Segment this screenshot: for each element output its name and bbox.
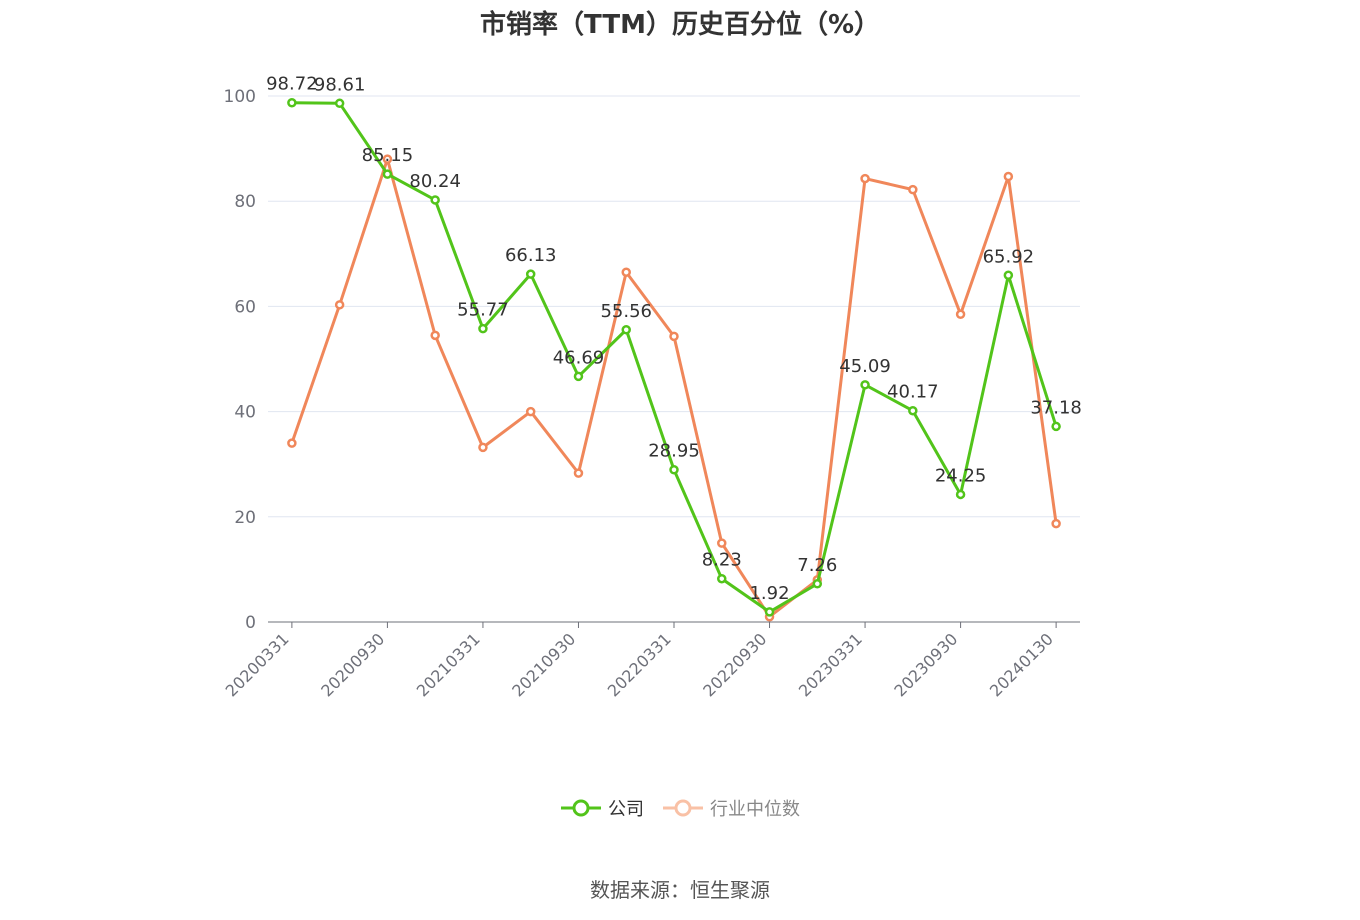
series-line xyxy=(291,101,1058,614)
x-tick-label: 20230930 xyxy=(890,629,961,700)
x-tick-label: 20210331 xyxy=(413,629,484,700)
data-point xyxy=(1003,270,1014,281)
data-point xyxy=(430,330,440,341)
x-tick-label: 20240130 xyxy=(986,629,1057,700)
data-label: 98.61 xyxy=(314,74,366,95)
data-point xyxy=(1051,518,1061,529)
y-tick-label: 40 xyxy=(234,403,256,423)
x-tick-label: 20230331 xyxy=(795,629,866,700)
data-point xyxy=(860,173,870,184)
data-label: 45.09 xyxy=(839,356,891,377)
data-point xyxy=(382,154,393,164)
data-label: 85.15 xyxy=(362,145,414,166)
chart-title: 市销率（TTM）历史百分位（%） xyxy=(480,10,880,40)
legend-label-company: 公司 xyxy=(608,799,644,820)
data-label: 1.92 xyxy=(749,583,789,604)
data-label: 7.26 xyxy=(797,555,837,576)
y-tick-label: 100 xyxy=(224,87,256,107)
data-point xyxy=(764,607,775,617)
data-label: 40.17 xyxy=(887,382,939,403)
legend-item-industry-median[interactable]: 行业中位数 xyxy=(662,795,800,821)
x-tick-label: 20200930 xyxy=(317,629,388,700)
x-tick-label: 20220331 xyxy=(604,629,675,700)
data-point xyxy=(812,579,823,589)
y-tick-label: 80 xyxy=(234,192,256,212)
legend-marker-company xyxy=(561,799,601,817)
data-label: 98.72 xyxy=(266,74,318,95)
legend-label-industry-median: 行业中位数 xyxy=(710,799,800,820)
data-point xyxy=(955,489,966,500)
data-point xyxy=(621,267,631,277)
data-label: 37.18 xyxy=(1030,397,1082,418)
data-label: 8.23 xyxy=(702,550,742,571)
data-point xyxy=(573,468,584,478)
series-industry-median xyxy=(287,154,1061,622)
data-point xyxy=(573,371,584,382)
data-source: 数据来源：恒生聚源 xyxy=(590,878,770,902)
data-point xyxy=(1003,171,1014,182)
line-chart: 0 20 40 60 80 100 20200331 20200930 20210331 2021… xyxy=(222,74,1082,701)
data-point xyxy=(478,323,488,334)
data-point xyxy=(908,184,918,195)
data-point xyxy=(430,195,440,205)
legend-marker-industry-median xyxy=(663,799,703,817)
data-label: 46.69 xyxy=(553,347,605,368)
y-tick-label: 20 xyxy=(234,508,256,528)
data-point xyxy=(669,331,679,342)
x-tick-label: 20200331 xyxy=(222,629,293,700)
data-point xyxy=(669,464,679,475)
x-tick-label: 20220930 xyxy=(699,629,770,700)
data-point xyxy=(717,573,727,584)
series-company xyxy=(287,97,1061,617)
data-label: 66.13 xyxy=(505,245,557,266)
data-label: 65.92 xyxy=(983,246,1035,267)
data-point xyxy=(334,98,345,109)
data-label: 80.24 xyxy=(409,171,461,192)
series-line xyxy=(290,157,1058,619)
data-point xyxy=(955,309,966,320)
y-tick-label: 60 xyxy=(234,297,256,317)
data-point xyxy=(525,269,536,279)
data-point xyxy=(908,405,918,416)
data-point xyxy=(1051,421,1061,432)
y-tick-label: 0 xyxy=(245,613,256,633)
data-label: 28.95 xyxy=(648,441,700,462)
data-point xyxy=(334,300,345,310)
data-point xyxy=(287,438,297,448)
data-point xyxy=(621,325,631,335)
data-point xyxy=(860,380,870,390)
data-point xyxy=(525,406,536,417)
x-tick-label: 20210930 xyxy=(508,629,579,700)
data-label: 55.56 xyxy=(600,301,652,322)
chart-legend: 公司 行业中位数 xyxy=(0,795,1360,821)
data-label: 55.77 xyxy=(457,300,509,321)
data-point xyxy=(287,97,297,108)
legend-item-company[interactable]: 公司 xyxy=(560,795,644,821)
data-label: 24.25 xyxy=(935,465,987,486)
data-point xyxy=(717,538,727,548)
data-point xyxy=(478,442,488,453)
data-point xyxy=(382,169,393,179)
